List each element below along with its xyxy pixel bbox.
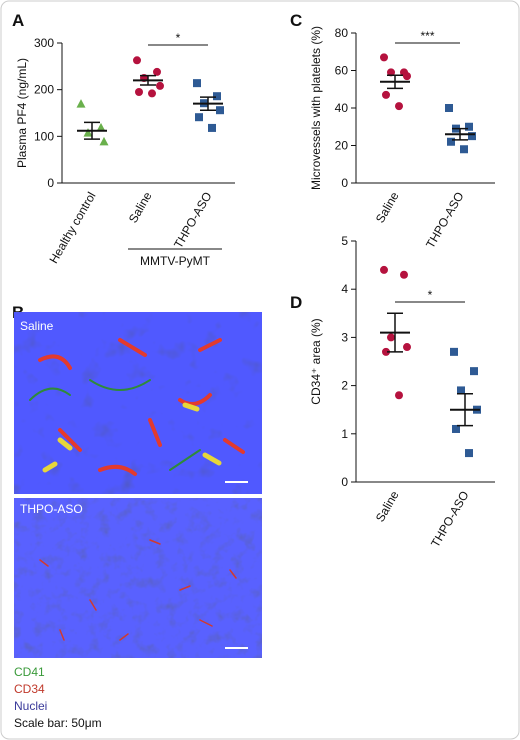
- y-tick-label: 0: [341, 475, 348, 489]
- scale-bar-label: Scale bar: 50μm: [14, 716, 102, 730]
- error-bar: [452, 127, 468, 141]
- y-tick-label: 20: [335, 139, 349, 153]
- x-tick-label: Healthy control: [46, 190, 98, 266]
- error-bar: [200, 96, 216, 111]
- y-axis-label: Microvessels with platelets (%): [309, 26, 323, 190]
- data-point: [470, 367, 478, 376]
- y-tick-label: 200: [34, 83, 54, 97]
- data-point: [400, 270, 408, 279]
- y-tick-label: 3: [341, 330, 348, 344]
- y-tick-label: 100: [34, 129, 54, 143]
- data-point: [193, 79, 201, 88]
- micrograph-saline: [14, 312, 262, 494]
- data-point: [382, 90, 390, 99]
- error-bar: [84, 121, 100, 140]
- x-tick-label: Saline: [373, 488, 402, 524]
- data-point: [457, 386, 465, 395]
- image-label: THPO-ASO: [20, 502, 83, 516]
- y-tick-label: 60: [335, 64, 349, 78]
- data-point: [208, 123, 216, 132]
- data-point: [213, 92, 221, 101]
- group-label: MMTV-PyMT: [140, 254, 211, 268]
- panel-label: A: [12, 11, 24, 30]
- significance-label: ***: [420, 29, 434, 43]
- error-bar: [457, 393, 473, 427]
- data-point: [216, 106, 224, 115]
- y-tick-label: 80: [335, 26, 349, 40]
- data-point: [460, 145, 468, 154]
- panel-label: C: [290, 11, 302, 30]
- y-tick-label: 300: [34, 36, 54, 50]
- data-point: [83, 128, 93, 137]
- data-point: [387, 68, 395, 77]
- y-tick-label: 0: [341, 176, 348, 190]
- legend-entry: Nuclei: [14, 699, 47, 713]
- significance-label: *: [428, 288, 433, 302]
- x-tick-label: THPO-ASO: [423, 190, 466, 251]
- x-tick-label: THPO-ASO: [171, 190, 214, 251]
- data-point: [465, 449, 473, 458]
- data-point: [465, 122, 473, 131]
- data-point: [450, 347, 458, 356]
- y-axis-label: CD34⁺ area (%): [309, 318, 323, 404]
- significance-label: *: [176, 31, 181, 45]
- y-tick-label: 5: [341, 234, 348, 248]
- data-point: [468, 132, 476, 141]
- data-point: [387, 333, 395, 342]
- data-point: [447, 137, 455, 146]
- y-tick-label: 1: [341, 427, 348, 441]
- data-point: [452, 424, 460, 433]
- x-tick-label: Saline: [373, 189, 402, 225]
- data-point: [395, 391, 403, 400]
- x-tick-label: THPO-ASO: [428, 489, 471, 550]
- y-tick-label: 40: [335, 101, 349, 115]
- y-tick-label: 4: [341, 282, 348, 296]
- micrograph-thpo: [14, 498, 262, 658]
- x-tick-label: Saline: [126, 189, 155, 225]
- data-point: [133, 56, 141, 65]
- data-point: [76, 99, 86, 108]
- data-point: [135, 88, 143, 96]
- data-point: [382, 347, 390, 356]
- data-point: [156, 81, 164, 90]
- error-bar: [387, 74, 403, 90]
- data-point: [380, 265, 388, 274]
- y-tick-label: 0: [47, 176, 54, 190]
- data-point: [380, 53, 388, 62]
- data-point: [403, 343, 411, 352]
- error-bar: [387, 312, 403, 353]
- data-point: [445, 104, 453, 112]
- data-point: [96, 122, 106, 132]
- legend-entry: CD34: [14, 682, 45, 696]
- data-point: [99, 136, 109, 146]
- data-point: [403, 72, 411, 81]
- image-label: Saline: [20, 319, 54, 333]
- error-bar: [140, 74, 156, 86]
- legend-entry: CD41: [14, 665, 45, 679]
- data-point: [153, 67, 161, 76]
- y-axis-label: Plasma PF4 (ng/mL): [15, 58, 29, 168]
- data-point: [195, 113, 203, 122]
- panel-label: D: [290, 293, 302, 312]
- data-point: [148, 89, 156, 98]
- data-point: [395, 102, 403, 111]
- y-tick-label: 2: [341, 379, 348, 393]
